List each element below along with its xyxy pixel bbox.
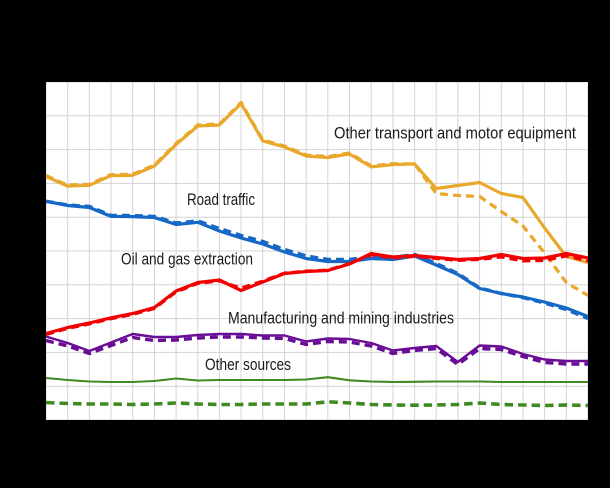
svg-text:Manufacturing and mining indus: Manufacturing and mining industries (228, 308, 454, 327)
svg-text:Other sources: Other sources (205, 355, 291, 374)
svg-text:Oil and gas extraction: Oil and gas extraction (121, 250, 253, 269)
svg-text:Road traffic: Road traffic (187, 190, 255, 209)
svg-text:Other transport and motor equi: Other transport and motor equipment (334, 124, 576, 143)
